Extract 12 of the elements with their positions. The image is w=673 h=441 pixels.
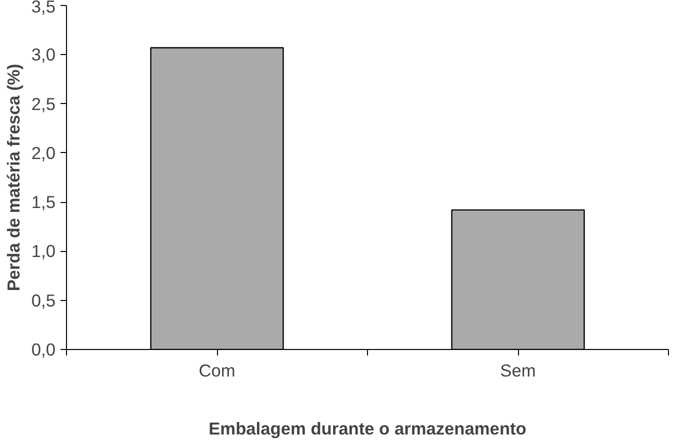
y-tick-label: 2,0 <box>31 142 56 163</box>
y-axis-title: Perda de matéria fresca (%) <box>3 64 24 292</box>
y-tick-label: 3,0 <box>31 44 56 65</box>
x-axis-title: Embalagem durante o armazenamento <box>208 418 526 438</box>
y-tick-label: 1,5 <box>31 192 56 212</box>
y-tick-label: 0,0 <box>31 340 56 360</box>
x-tick-label: Sem <box>500 360 536 380</box>
y-tick-label: 1,0 <box>31 241 56 262</box>
y-tick-label: 2,5 <box>31 94 56 114</box>
x-tick-label: Com <box>198 360 236 380</box>
y-tick-label: 3,5 <box>31 0 56 16</box>
y-tick-label: 0,5 <box>31 290 56 310</box>
